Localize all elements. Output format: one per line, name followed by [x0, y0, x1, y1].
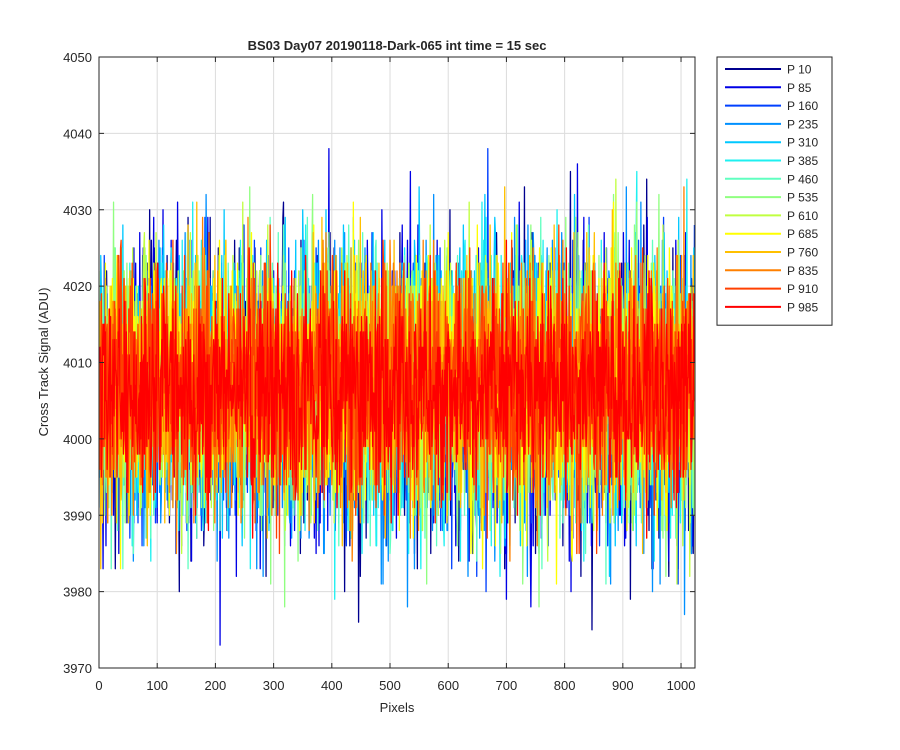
- legend-label: P 385: [787, 154, 818, 168]
- y-tick-label: 4000: [63, 432, 92, 447]
- y-tick-label: 4040: [63, 126, 92, 141]
- legend-label: P 10: [787, 63, 812, 77]
- y-tick-label: 3990: [63, 508, 92, 523]
- y-tick-label: 4010: [63, 356, 92, 371]
- x-tick-label: 900: [612, 678, 634, 693]
- x-tick-label: 0: [95, 678, 102, 693]
- x-tick-label: 400: [321, 678, 343, 693]
- x-tick-label: 600: [437, 678, 459, 693]
- x-tick-label: 800: [554, 678, 576, 693]
- legend-label: P 235: [787, 117, 818, 131]
- x-tick-label: 200: [205, 678, 227, 693]
- series-line: [99, 224, 695, 555]
- series-lines: [99, 147, 695, 646]
- x-tick-label: 1000: [667, 678, 696, 693]
- x-tick-label: 700: [496, 678, 518, 693]
- x-tick-label: 500: [379, 678, 401, 693]
- legend-label: P 760: [787, 246, 818, 260]
- legend-label: P 535: [787, 191, 818, 205]
- legend-label: P 910: [787, 282, 818, 296]
- legend-label: P 310: [787, 136, 818, 150]
- chart-title: BS03 Day07 20190118-Dark-065 int time = …: [248, 38, 547, 53]
- legend: P 10 P 85 P 160 P 235 P 310 P 385 P 460 P 535 P …: [716, 56, 833, 326]
- y-tick-label: 3970: [63, 661, 92, 676]
- legend-label: P 160: [787, 99, 818, 113]
- y-tick-label: 4030: [63, 203, 92, 218]
- y-tick-label: 4050: [63, 50, 92, 65]
- y-axis-label: Cross Track Signal (ADU): [36, 288, 51, 437]
- legend-label: P 85: [787, 81, 812, 95]
- y-axis-ticks: 3970 3980 3990 4000 4010 4020 4030 4040 4050: [63, 50, 695, 676]
- legend-label: P 835: [787, 264, 818, 278]
- x-tick-label: 300: [263, 678, 285, 693]
- y-tick-label: 3980: [63, 585, 92, 600]
- series-line: [99, 239, 695, 539]
- x-tick-label: 100: [146, 678, 168, 693]
- legend-label: P 610: [787, 209, 818, 223]
- y-tick-label: 4020: [63, 279, 92, 294]
- x-axis-label: Pixels: [380, 700, 415, 715]
- legend-box: [716, 56, 833, 326]
- x-axis-ticks: 0 100 200 300 400 500 600 700 800 900 1000: [95, 57, 695, 693]
- legend-label: P 460: [787, 172, 818, 186]
- legend-label: P 985: [787, 300, 818, 314]
- legend-label: P 685: [787, 227, 818, 241]
